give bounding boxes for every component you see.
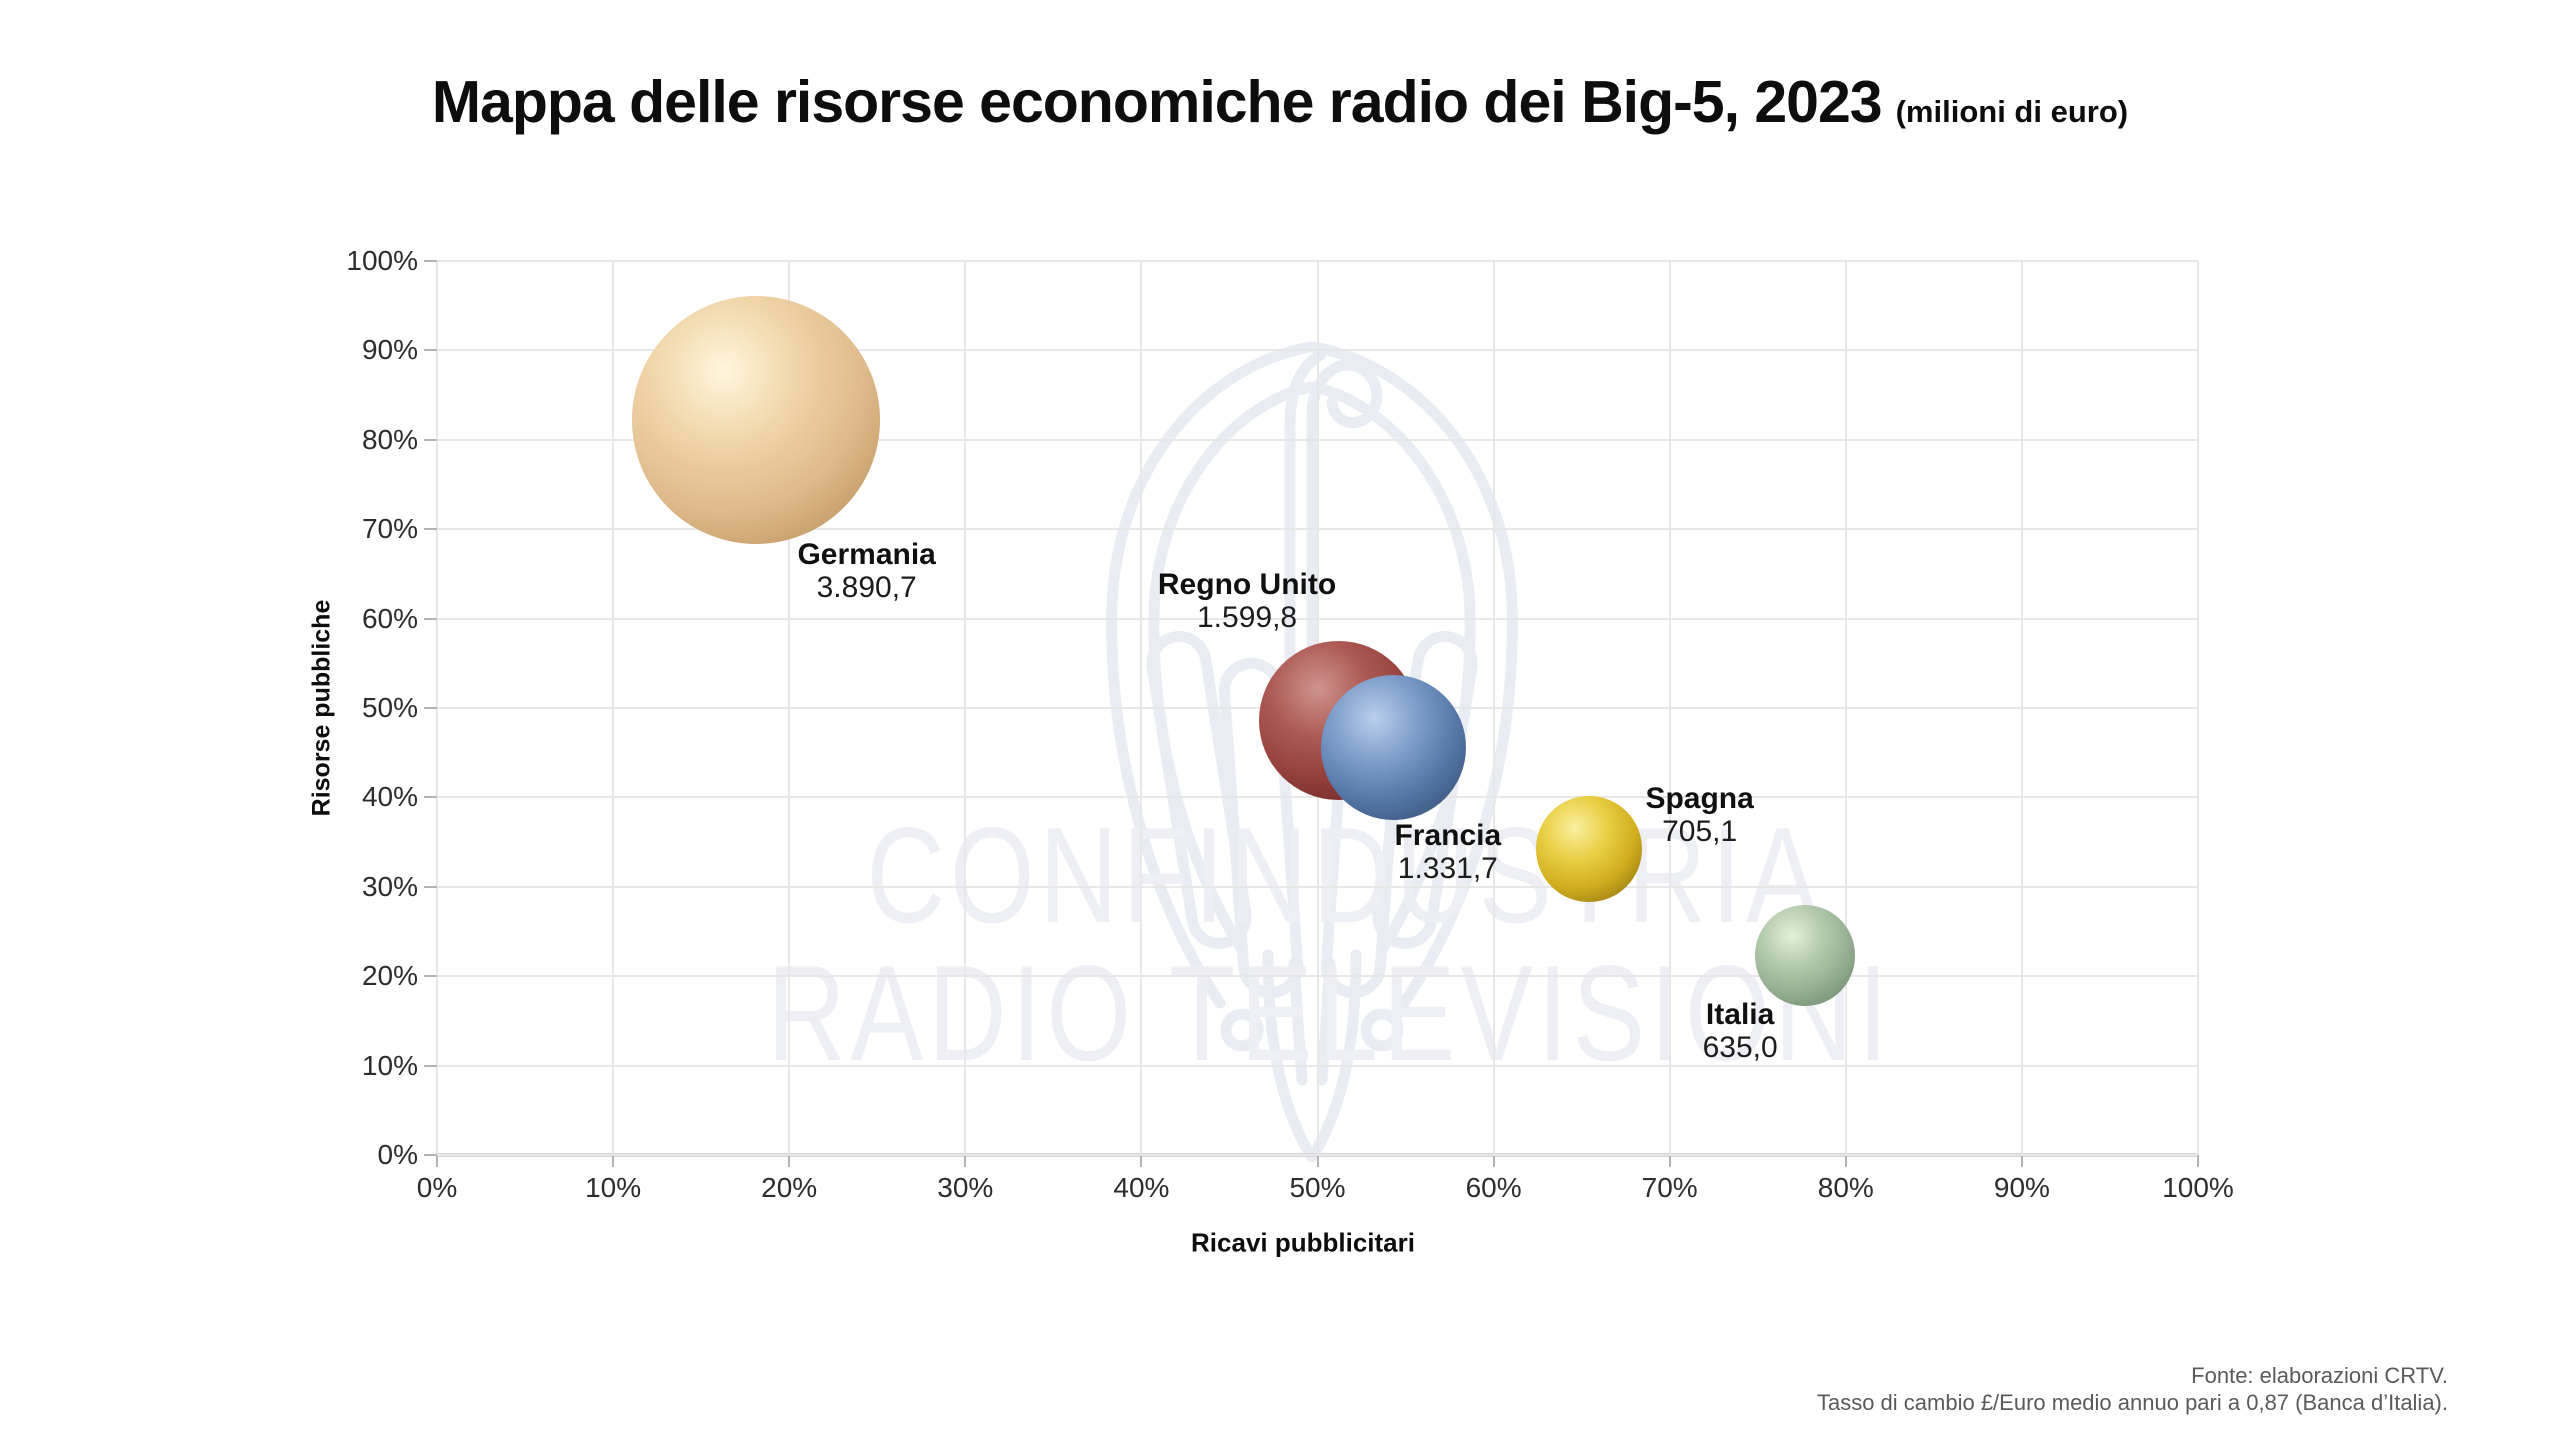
y-axis-tick xyxy=(424,975,437,978)
x-axis-tick xyxy=(1844,1155,1847,1167)
x-axis-tick-label: 70% xyxy=(1641,1172,1698,1203)
watermark-line1: CONFINDUSTRIA xyxy=(866,799,1824,951)
page-title: Mappa delle risorse economiche radio dei… xyxy=(0,68,2560,136)
eagle-right-outer-wing xyxy=(1308,341,1518,1009)
x-axis-tick xyxy=(964,1155,967,1167)
x-axis-tick xyxy=(2197,1155,2199,1167)
y-axis-tick xyxy=(424,796,437,799)
bubble-label-value: 1.599,8 xyxy=(1197,600,1298,634)
y-axis-tick xyxy=(424,260,437,262)
eagle-head xyxy=(1306,359,1383,731)
vertical-gridline xyxy=(1668,261,1671,1155)
y-axis-tick xyxy=(424,707,437,709)
vertical-gridline xyxy=(2197,261,2199,1155)
vertical-gridline xyxy=(1492,261,1495,1155)
source-note-line1: Fonte: elaborazioni CRTV. xyxy=(2191,1363,2448,1388)
eagle-right-inner-wing xyxy=(1308,381,1476,956)
eagle-tail-feather-line xyxy=(1288,957,1308,1086)
watermark-line2: RADIO TELEVISIONI xyxy=(767,937,1893,1089)
y-axis-title: Risorse pubbliche xyxy=(307,599,336,817)
eagle-left-inner-wing xyxy=(1148,381,1316,956)
y-axis-tick xyxy=(424,438,437,441)
chart-title: Mappa delle risorse economiche radio dei… xyxy=(431,69,1883,135)
y-axis-tick-label: 80% xyxy=(361,423,418,455)
y-axis-tick xyxy=(424,1064,437,1067)
bubble-label-germania: Germania 3.890,7 xyxy=(797,538,935,604)
source-note: Fonte: elaborazioni CRTV. Tasso di cambi… xyxy=(1817,1362,2448,1416)
chart-title-unit: (milioni di euro) xyxy=(1895,94,2129,129)
bubble-label-name: Germania xyxy=(797,538,936,572)
y-axis-tick xyxy=(424,528,437,531)
bubble-label-francia: Francia 1.331,7 xyxy=(1394,819,1501,885)
eagle-neck xyxy=(1284,349,1326,731)
y-axis-tick-label: 90% xyxy=(361,334,418,366)
bubble-label-value: 635,0 xyxy=(1702,1030,1778,1064)
horizontal-gridline xyxy=(437,1154,2198,1156)
y-axis-tick-label: 20% xyxy=(361,960,418,992)
bubble-label-name: Italia xyxy=(1705,997,1775,1031)
y-axis-tick xyxy=(424,1154,437,1156)
horizontal-gridline xyxy=(437,1064,2198,1067)
x-axis-tick xyxy=(788,1155,791,1167)
bubble-label-value: 705,1 xyxy=(1662,815,1738,849)
x-axis-tick-label: 60% xyxy=(1465,1172,1522,1203)
x-axis-tick xyxy=(2020,1155,2023,1167)
x-axis-tick-label: 30% xyxy=(937,1172,994,1203)
x-axis-title: Ricavi pubblicitari xyxy=(1191,1227,1415,1258)
eagle-tail xyxy=(1262,949,1362,1163)
horizontal-gridline xyxy=(437,975,2198,978)
x-axis-tick-label: 90% xyxy=(1993,1172,2050,1203)
y-axis-tick-label: 10% xyxy=(361,1049,418,1081)
eagle-left-outer-wing xyxy=(1106,341,1316,1009)
eagle-claw xyxy=(1220,1008,1264,1052)
bubble-germania xyxy=(631,296,880,545)
y-axis-tick xyxy=(424,617,437,620)
x-axis-tick xyxy=(612,1155,615,1167)
x-axis-tick xyxy=(1316,1155,1319,1167)
y-axis-tick-label: 30% xyxy=(361,870,418,902)
x-axis-tick xyxy=(1140,1155,1143,1167)
y-axis-tick-label: 0% xyxy=(377,1139,418,1170)
y-axis-tick xyxy=(424,885,437,888)
eagle-tail-feather-line xyxy=(1316,957,1336,1086)
x-axis-tick-label: 10% xyxy=(585,1172,642,1203)
bubble-spagna xyxy=(1535,796,1642,903)
bubble-label-name: Regno Unito xyxy=(1157,567,1337,601)
bubble-label-italia: Italia 635,0 xyxy=(1703,998,1778,1064)
horizontal-gridline xyxy=(437,885,2198,888)
y-axis-tick-label: 70% xyxy=(361,513,418,545)
vertical-gridline xyxy=(1844,261,1847,1155)
x-axis-tick-label: 80% xyxy=(1817,1172,1874,1203)
x-axis-tick-label: 0% xyxy=(416,1172,458,1203)
x-axis-tick xyxy=(1492,1155,1495,1167)
y-axis-tick xyxy=(424,349,437,352)
plot-area: Germania 3.890,7 Regno Unito 1.599,8 Francia… xyxy=(424,260,2199,1167)
bubble-label-regno-unito: Regno Unito 1.599,8 xyxy=(1158,568,1336,634)
x-axis-tick-label: 40% xyxy=(1113,1172,1170,1203)
confindustria-eagle-watermark-icon xyxy=(1106,341,1518,1163)
x-axis-tick-label: 50% xyxy=(1289,1172,1346,1203)
x-axis-tick-label: 100% xyxy=(2162,1172,2234,1203)
vertical-gridline xyxy=(2020,261,2023,1155)
bubble-francia xyxy=(1320,674,1466,820)
bubble-label-value: 3.890,7 xyxy=(816,571,917,605)
y-axis-tick-label: 100% xyxy=(346,245,418,276)
y-axis-tick-label: 50% xyxy=(361,692,418,723)
x-axis-tick xyxy=(1668,1155,1671,1167)
bubble-italia xyxy=(1755,905,1856,1006)
eagle-claw xyxy=(1360,1008,1404,1052)
bubble-label-spagna: Spagna 705,1 xyxy=(1645,782,1753,848)
x-axis-tick xyxy=(436,1155,438,1167)
y-axis-tick-label: 40% xyxy=(361,781,418,813)
bubble-label-name: Francia xyxy=(1394,818,1502,852)
x-axis-tick-label: 20% xyxy=(761,1172,818,1203)
bubble-label-name: Spagna xyxy=(1645,782,1754,816)
y-axis-tick-label: 60% xyxy=(361,602,418,634)
source-note-line2: Tasso di cambio £/Euro medio annuo pari … xyxy=(1816,1390,2448,1415)
bubble-label-value: 1.331,7 xyxy=(1397,851,1498,885)
